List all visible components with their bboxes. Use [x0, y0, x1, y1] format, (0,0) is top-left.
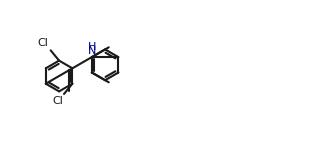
Text: H: H	[88, 41, 96, 52]
Text: Cl: Cl	[37, 38, 48, 48]
Text: Cl: Cl	[52, 96, 63, 106]
Text: N: N	[88, 46, 96, 56]
